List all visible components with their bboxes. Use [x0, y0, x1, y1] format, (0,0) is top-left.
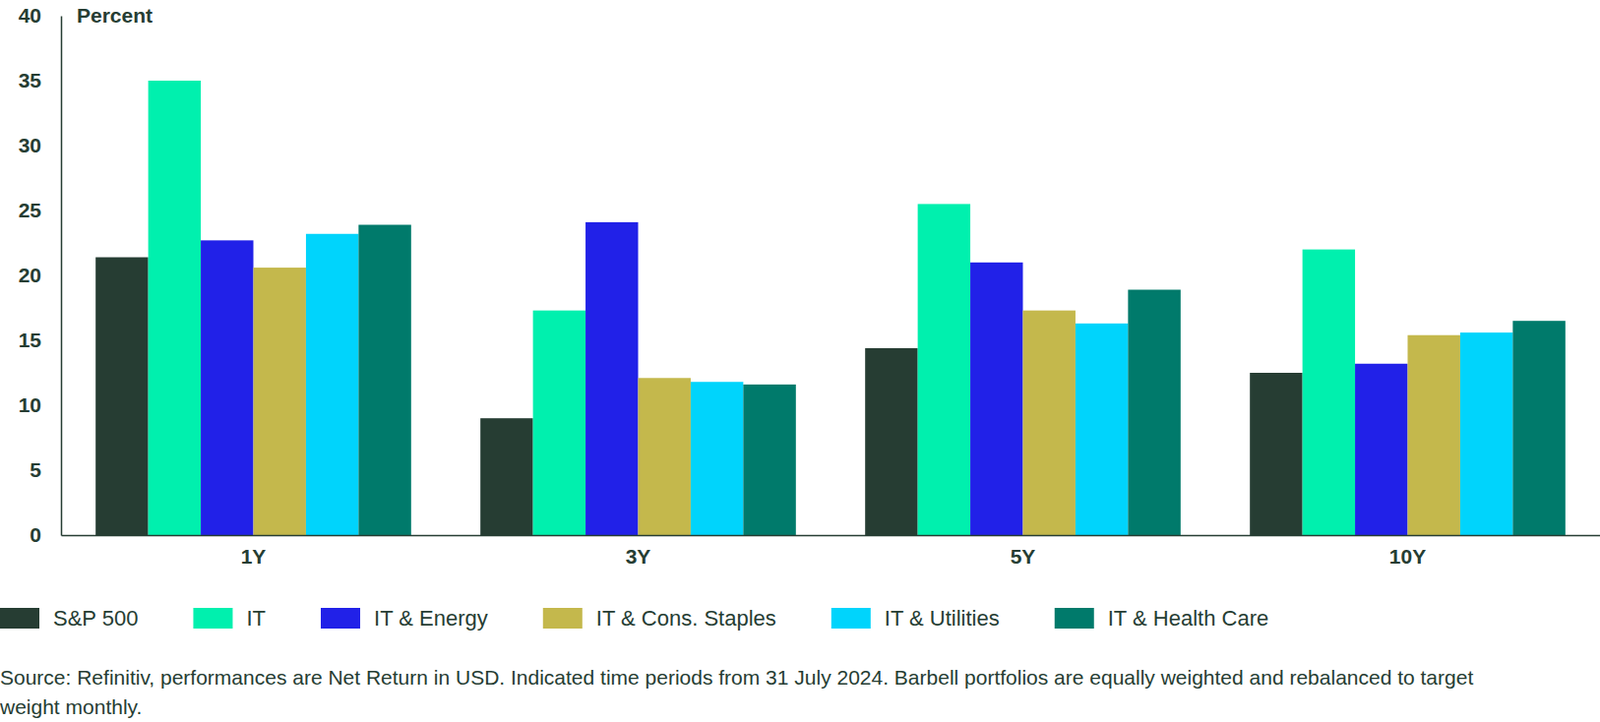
- x-tick-label: 1Y: [241, 545, 267, 568]
- bar: [200, 240, 253, 536]
- bar: [95, 257, 148, 536]
- legend-swatch: [320, 608, 361, 629]
- x-tick-label: 5Y: [1010, 545, 1037, 568]
- y-tick-label: 5: [29, 458, 42, 482]
- bar: [690, 381, 743, 536]
- bar: [638, 377, 691, 536]
- legend-swatch: [192, 608, 233, 629]
- bar-series: [148, 80, 1355, 536]
- x-axis-line: [61, 535, 1600, 538]
- bar: [864, 348, 918, 536]
- y-tick: 35: [18, 68, 62, 92]
- legend-item: S&P 500: [0, 606, 138, 631]
- y-tick-label: 20: [18, 263, 42, 287]
- bar: [1512, 320, 1565, 536]
- legend-label: IT & Cons. Staples: [596, 606, 777, 631]
- legend: S&P 500 IT IT & Energy IT & Cons. Staples IT…: [0, 606, 1269, 631]
- y-tick-label: 25: [18, 198, 43, 222]
- y-tick: 40: [18, 3, 62, 27]
- legend-item: IT: [192, 606, 266, 631]
- x-tick: 3Y: [625, 535, 652, 568]
- bar: [1302, 249, 1355, 536]
- legend-item: IT & Health Care: [1054, 606, 1269, 631]
- y-axis-title: Percent: [76, 3, 153, 27]
- x-tick-label: 10Y: [1389, 545, 1426, 568]
- bar: [1249, 372, 1302, 536]
- legend-label: IT & Energy: [373, 606, 489, 631]
- bar: [742, 384, 796, 536]
- y-tick: 20: [18, 263, 62, 287]
- legend-swatch: [543, 608, 583, 629]
- legend-label: IT & Health Care: [1107, 606, 1269, 631]
- y-tick-label: 35: [18, 68, 43, 92]
- bar: [1127, 290, 1180, 536]
- footnote: Source: Refinitiv, performances are Net …: [0, 663, 1506, 722]
- bar: [1460, 332, 1513, 536]
- y-tick: 30: [18, 133, 62, 157]
- bar: [1075, 323, 1128, 536]
- x-tick: 1Y: [241, 535, 267, 568]
- bar: [253, 267, 307, 536]
- y-tick-label: 0: [29, 523, 42, 547]
- bar: [1408, 335, 1461, 536]
- bar-series: [200, 222, 1408, 536]
- bar: [148, 80, 201, 536]
- bar: [306, 234, 359, 536]
- bar-series: [253, 267, 1461, 536]
- y-tick-label: 10: [18, 393, 42, 417]
- bar: [585, 222, 638, 536]
- legend-item: IT & Utilities: [831, 606, 1000, 631]
- x-tick: 10Y: [1389, 535, 1426, 568]
- y-tick: 5: [29, 458, 62, 482]
- bar: [358, 225, 411, 536]
- y-axis: 0 5 10 15 20 25 30 35 40: [18, 3, 62, 547]
- x-tick: 5Y: [1010, 535, 1037, 568]
- bar-series: [95, 257, 1302, 536]
- y-tick-label: 40: [18, 3, 42, 27]
- y-tick: 25: [18, 198, 62, 222]
- y-axis-line: [61, 16, 63, 537]
- bar: [533, 310, 586, 536]
- legend-label: IT & Utilities: [884, 606, 1000, 631]
- y-tick: 0: [29, 523, 62, 547]
- x-axis: 1Y 3Y 5Y 10Y: [61, 535, 1600, 568]
- legend-label: S&P 500: [53, 606, 138, 631]
- bar: [970, 262, 1023, 536]
- bar-series: [306, 234, 1513, 536]
- bar: [1023, 310, 1076, 536]
- bar: [480, 418, 533, 536]
- legend-label: IT: [246, 606, 266, 631]
- bar: [1354, 364, 1408, 536]
- legend-swatch: [0, 608, 40, 629]
- bar-series: [358, 225, 1565, 536]
- bar: [918, 203, 971, 536]
- legend-item: IT & Energy: [320, 606, 489, 631]
- y-tick: 10: [18, 393, 62, 417]
- bars: [95, 80, 1566, 536]
- y-tick: 15: [18, 328, 62, 352]
- y-tick-label: 15: [18, 328, 43, 352]
- legend-item: IT & Cons. Staples: [543, 606, 777, 631]
- y-tick-label: 30: [18, 133, 42, 157]
- x-tick-label: 3Y: [625, 545, 652, 568]
- legend-swatch: [831, 608, 871, 629]
- legend-swatch: [1054, 608, 1095, 629]
